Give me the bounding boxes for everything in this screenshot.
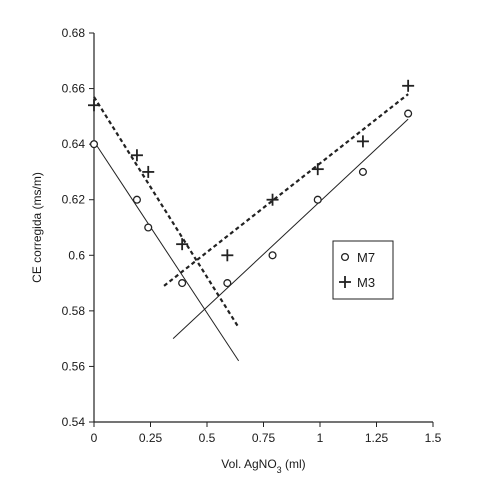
data-point-m3 — [356, 135, 369, 148]
y-tick-label: 0.66 — [62, 82, 86, 96]
axes: 0.54 0.56 0.58 0.6 0.62 0.64 0.66 0.68 0 0.25 0.5… — [62, 26, 442, 445]
y-tick-label: 0.58 — [62, 304, 86, 318]
data-point-m3 — [88, 99, 100, 112]
legend-box — [332, 240, 394, 300]
y-tick-label: 0.6 — [68, 248, 85, 262]
legend: M7 M3 — [332, 240, 394, 300]
data-point-m7 — [178, 279, 187, 288]
data-point-m7 — [268, 251, 277, 260]
data-point-m7 — [144, 223, 153, 232]
data-point-m3 — [221, 249, 234, 262]
x-tick-label: 0.75 — [252, 431, 276, 445]
data-point-m7 — [132, 195, 141, 204]
x-tick-label: 0.25 — [139, 431, 163, 445]
data-point-m3 — [266, 193, 279, 206]
legend-marker-m3 — [339, 276, 351, 288]
y-tick-label: 0.54 — [62, 415, 86, 429]
fit-line-m3 — [163, 93, 409, 287]
y-ticks: 0.54 0.56 0.58 0.6 0.62 0.64 0.66 0.68 — [62, 26, 94, 429]
legend-label-m3: M3 — [357, 275, 375, 290]
x-ticks: 0 0.25 0.5 0.75 1 1.25 1.5 — [91, 422, 442, 445]
fit-line-m3 — [93, 96, 240, 329]
data-point-m7 — [313, 195, 322, 204]
x-tick-label: 1.5 — [425, 431, 442, 445]
data-point-m7 — [358, 167, 367, 176]
fit-lines — [93, 93, 409, 362]
data-point-m3 — [402, 79, 415, 92]
x-axis-title: Vol. AgNO3 (ml) — [221, 457, 305, 475]
y-tick-label: 0.64 — [62, 137, 86, 151]
data-point-m3 — [311, 163, 324, 176]
y-tick-label: 0.68 — [62, 26, 86, 40]
x-tick-label: 0.5 — [199, 431, 216, 445]
data-point-m3 — [142, 165, 155, 178]
x-axis-title-prefix: Vol. AgNO — [221, 457, 276, 471]
fit-line-m7 — [93, 141, 240, 362]
y-tick-label: 0.56 — [62, 359, 86, 373]
data-point-m3 — [176, 238, 189, 251]
legend-items: M7 M3 — [339, 250, 375, 290]
x-tick-label: 0 — [91, 431, 98, 445]
fit-line-m7 — [172, 118, 409, 340]
y-tick-label: 0.62 — [62, 193, 86, 207]
data-point-m7 — [223, 279, 232, 288]
legend-label-m7: M7 — [357, 250, 375, 265]
legend-marker-m7 — [340, 252, 350, 262]
data-point-m7 — [404, 109, 413, 118]
x-axis-title-suffix: (ml) — [282, 457, 306, 471]
data-point-m7 — [89, 140, 99, 149]
data-point-m3 — [130, 149, 143, 162]
data-markers — [88, 79, 415, 288]
y-axis-title: CE corregida (ms/m) — [30, 172, 44, 283]
x-tick-label: 1 — [317, 431, 324, 445]
x-tick-label: 1.25 — [365, 431, 389, 445]
x-axis-title-subscript: 3 — [277, 465, 282, 475]
